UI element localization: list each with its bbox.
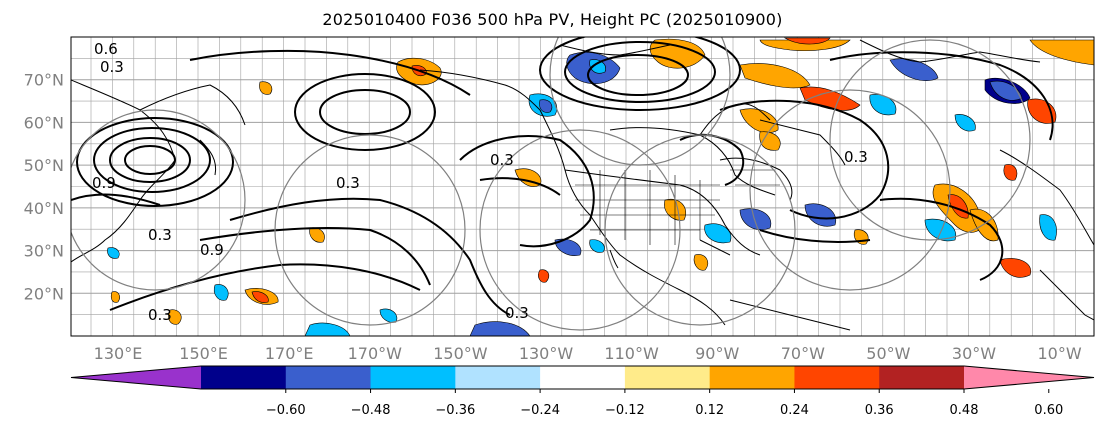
contour-label: 0.3 [148, 306, 172, 324]
colorbar-tick-label: −0.24 [520, 403, 560, 418]
colorbar-bin [624, 366, 711, 389]
colorbar-bin [370, 366, 456, 389]
lat-label: 30°N [24, 242, 64, 261]
colorbar-tick-label: −0.36 [435, 403, 475, 418]
lon-label: 10°W [1038, 344, 1082, 363]
colorbar-tick-label: −0.48 [351, 403, 391, 418]
colorbar-bin [201, 366, 287, 389]
lat-label: 20°N [24, 284, 64, 303]
colorbar-tick-label: 0.60 [1034, 403, 1063, 418]
height-contours [71, 37, 1054, 316]
colorbar-bin [794, 366, 880, 389]
lon-label: 130°E [94, 344, 143, 363]
colorbar-tick-label: 0.36 [865, 403, 894, 418]
colorbar-bin [879, 366, 965, 389]
colorbar-tick-label: 0.48 [950, 403, 979, 418]
colorbar-bin [285, 366, 372, 389]
contour-label: 0.3 [490, 151, 514, 169]
lon-label: 50°W [866, 344, 910, 363]
contour-label: 0.3 [505, 304, 529, 322]
contour-label: 0.9 [200, 241, 224, 259]
contour-label: 0.9 [92, 174, 116, 192]
map-frame [70, 36, 1095, 337]
lon-label: 150°W [433, 344, 488, 363]
contour-labels: 0.6 0.3 0.9 0.3 0.3 0.3 0.3 0.9 0.3 0.3 [92, 40, 868, 324]
lat-label: 40°N [24, 199, 64, 218]
contour-label: 0.3 [100, 58, 124, 76]
lon-label: 130°W [519, 344, 574, 363]
lon-label: 170°W [348, 344, 403, 363]
analog-circles [71, 37, 1031, 331]
lon-label: 70°W [781, 344, 825, 363]
colorbar-tick-label: −0.60 [266, 403, 306, 418]
lat-label: 70°N [24, 71, 64, 90]
colorbar-extend-low [71, 366, 201, 389]
colorbar-bin [709, 366, 795, 389]
contour-label: 0.3 [336, 174, 360, 192]
lat-label: 50°N [24, 156, 64, 175]
contour-label: 0.3 [844, 148, 868, 166]
lon-label: 150°E [179, 344, 228, 363]
colorbar-bin [540, 366, 626, 389]
longitude-labels: 130°E 150°E 170°E 170°W 150°W 130°W 110°W 90°W 7… [94, 344, 1082, 363]
colorbar-outline [70, 365, 1095, 390]
contour-label: 0.3 [148, 226, 172, 244]
colorbar-tick-label: 0.24 [780, 403, 809, 418]
lon-label: 30°W [952, 344, 996, 363]
map-title: 2025010400 F036 500 hPa PV, Height PC (2… [322, 10, 783, 29]
colorbar-tick-label: −0.12 [605, 403, 645, 418]
contour-label: 0.6 [94, 40, 118, 58]
colorbar: −0.60 −0.48 −0.36 −0.24 −0.12 0.12 0.24 0.36 0.4… [70, 365, 1095, 418]
lon-label: 110°W [604, 344, 659, 363]
colorbar-extend-high [964, 366, 1094, 389]
lat-label: 60°N [24, 113, 64, 132]
state-borders [575, 169, 780, 245]
colorbar-bin [455, 366, 541, 389]
colorbar-tick-label: 0.12 [695, 403, 724, 418]
lon-label: 170°E [265, 344, 314, 363]
lon-label: 90°W [695, 344, 739, 363]
latitude-labels: 70°N 60°N 50°N 40°N 30°N 20°N [24, 71, 64, 304]
